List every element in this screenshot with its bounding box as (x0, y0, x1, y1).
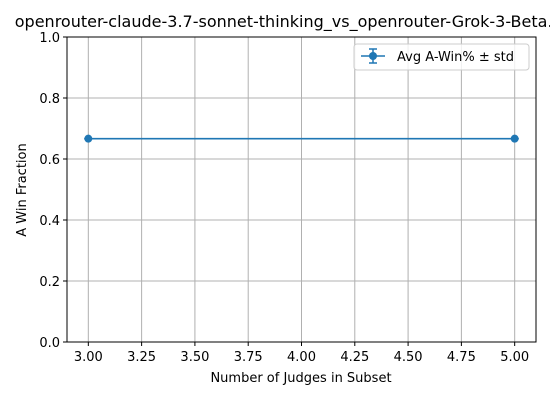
x-tick-label: 4.50 (394, 350, 423, 365)
x-axis: 3.00 3.25 3.50 3.75 4.00 4.25 4.50 4.75 5.00 (74, 342, 529, 365)
y-tick-label: 0.2 (39, 275, 60, 290)
y-axis-label: A Win Fraction (15, 143, 30, 236)
legend: Avg A-Win% ± std (353, 43, 530, 71)
x-tick-label: 3.75 (234, 350, 263, 365)
grid (67, 36, 536, 343)
y-tick-label: 0.8 (39, 92, 60, 107)
x-tick-label: 3.50 (180, 350, 209, 365)
x-tick-label: 4.25 (340, 350, 369, 365)
x-tick-label: 4.00 (287, 350, 316, 365)
x-tick-label: 3.00 (74, 350, 103, 365)
x-tick-label: 5.00 (500, 350, 529, 365)
y-axis: 0.0 0.2 0.4 0.6 0.8 1.0 (39, 31, 67, 351)
x-tick-label: 3.25 (127, 350, 156, 365)
data-point (510, 134, 519, 143)
data-point (84, 134, 93, 143)
legend-label: Avg A-Win% ± std (397, 50, 514, 65)
legend-box (353, 43, 530, 71)
y-tick-label: 0.6 (39, 153, 60, 168)
x-tick-label: 4.75 (447, 350, 476, 365)
series-layer (84, 134, 519, 143)
legend-point (369, 52, 377, 60)
y-tick-label: 0.0 (39, 336, 60, 351)
x-axis-label: Number of Judges in Subset (210, 371, 391, 386)
y-tick-label: 0.4 (39, 214, 60, 229)
y-tick-label: 1.0 (39, 31, 60, 46)
legend-marker (361, 48, 385, 64)
chart-title: openrouter-claude-3.7-sonnet-thinking_vs… (15, 12, 550, 32)
